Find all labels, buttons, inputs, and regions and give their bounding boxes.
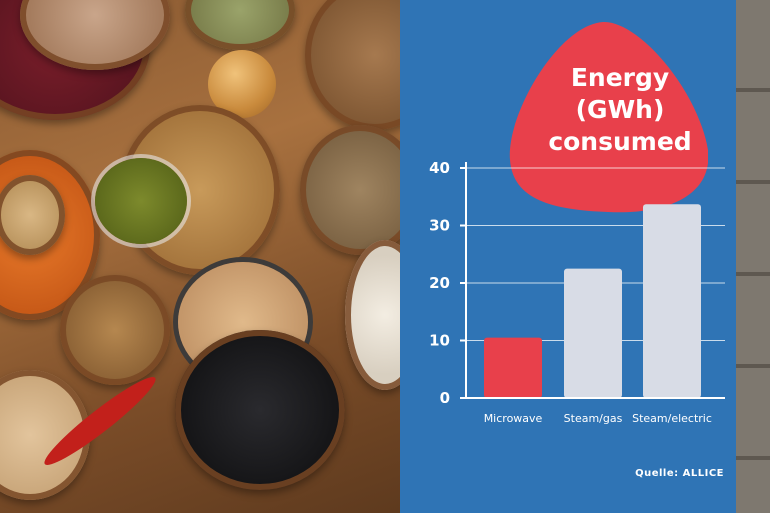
wood-background	[735, 0, 770, 513]
x-category-labels: Microwave Steam/gas Steam/electric	[484, 412, 712, 425]
title-blob	[509, 21, 708, 213]
title-line-3: consumed	[548, 127, 692, 156]
title-line-1: Energy	[570, 63, 670, 92]
y-tick-label-10: 10	[429, 332, 450, 350]
bowl-walnuts	[60, 275, 170, 385]
bowl-pumpkin-seeds	[185, 0, 295, 50]
y-tick-label-30: 30	[429, 217, 450, 235]
bowl-green-lentils	[300, 125, 400, 255]
glass-mung-beans	[95, 158, 187, 244]
chart-panel: Energy (GWh) consumed 0 10 20 30 40 Microwav…	[400, 0, 736, 513]
y-tick-labels: 0 10 20 30 40	[429, 159, 450, 407]
chart-title: Energy (GWh) consumed	[520, 62, 720, 158]
y-tick-label-0: 0	[440, 389, 450, 407]
bowl-brown-lentils-top	[305, 0, 400, 130]
x-label-steam-electric: Steam/electric	[632, 412, 712, 425]
y-tick-label-20: 20	[429, 274, 450, 292]
source-credit: Quelle: ALLICE	[635, 468, 724, 479]
title-line-2: (GWh)	[575, 95, 665, 124]
bar-steam-gas	[564, 268, 622, 398]
legumes-photo	[0, 0, 400, 513]
x-label-steam-gas: Steam/gas	[564, 412, 623, 425]
x-label-microwave: Microwave	[484, 412, 543, 425]
bowl-white-beans	[345, 240, 400, 390]
bars	[484, 204, 701, 398]
y-tick-label-40: 40	[429, 159, 450, 177]
bar-chart: 0 10 20 30 40 Microwave Steam/gas Steam/electr…	[429, 159, 725, 425]
bar-steam-electric	[643, 204, 701, 398]
bowl-black-beans	[175, 330, 345, 490]
bar-microwave	[484, 337, 542, 398]
bowl-quinoa	[0, 175, 65, 255]
